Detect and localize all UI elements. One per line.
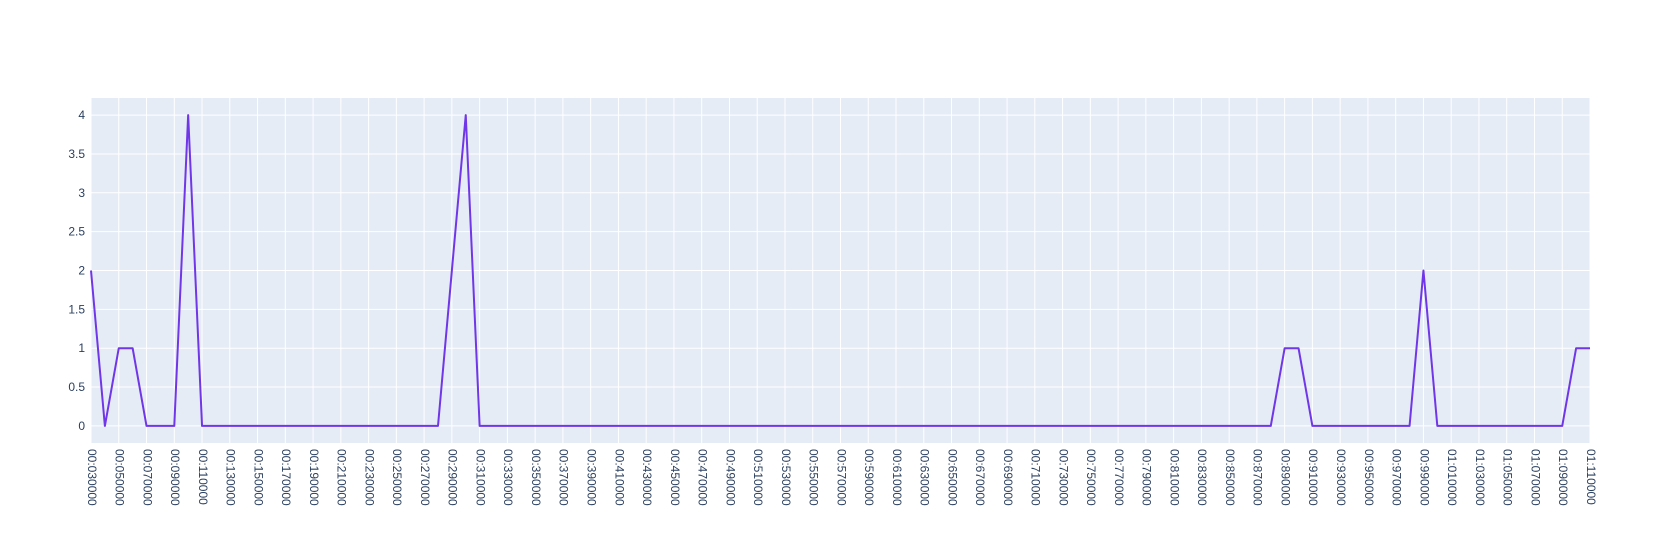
x-tick-label: 00:750000 [1084,449,1098,506]
x-tick-label: 00:630000 [918,449,932,506]
x-tick-label: 00:790000 [1140,449,1154,506]
series-line [90,114,1590,427]
x-tick-label: 01:090000 [1556,449,1570,506]
x-tick-label: 00:090000 [168,449,182,506]
x-tick-label: 00:890000 [1278,449,1292,506]
x-tick-label: 00:930000 [1334,449,1348,506]
y-tick-label: 4 [78,108,85,122]
y-tick-label: 0 [78,419,85,433]
x-tick-label: 00:650000 [945,449,959,506]
x-tick-label: 00:330000 [501,449,515,506]
y-axis-ticks: 0 0.5 1 1.5 2 2.5 3 3.5 4 [68,108,85,433]
x-tick-label: 00:530000 [779,449,793,506]
y-tick-label: 1 [78,341,85,355]
x-tick-label: 00:030000 [85,449,99,506]
x-tick-label: 01:050000 [1501,449,1515,506]
x-tick-label: 00:870000 [1251,449,1265,506]
y-tick-label: 0.5 [68,380,85,394]
x-tick-label: 00:350000 [529,449,543,506]
x-tick-label: 00:610000 [890,449,904,506]
x-tick-label: 00:690000 [1001,449,1015,506]
x-tick-label: 00:810000 [1167,449,1181,506]
x-tick-label: 00:250000 [390,449,404,506]
x-tick-label: 00:290000 [446,449,460,506]
x-tick-label: 00:470000 [696,449,710,506]
x-tick-label: 00:850000 [1223,449,1237,506]
x-tick-label: 00:370000 [557,449,571,506]
x-tick-label: 00:490000 [723,449,737,506]
x-tick-label: 00:390000 [584,449,598,506]
x-tick-label: 00:670000 [973,449,987,506]
x-tick-label: 00:710000 [1029,449,1043,506]
x-tick-label: 00:990000 [1417,449,1431,506]
series-layer [90,114,1590,427]
y-tick-label: 3 [78,186,85,200]
x-tick-label: 01:010000 [1445,449,1459,506]
x-tick-label: 00:170000 [279,449,293,506]
x-tick-label: 00:430000 [640,449,654,506]
x-tick-label: 01:110000 [1584,449,1598,505]
x-tick-label: 00:910000 [1306,449,1320,506]
x-tick-label: 00:410000 [612,449,626,506]
x-tick-label: 00:950000 [1362,449,1376,506]
x-tick-label: 01:030000 [1473,449,1487,506]
x-tick-label: 00:570000 [834,449,848,506]
x-tick-label: 00:230000 [362,449,376,506]
x-tick-label: 00:550000 [807,449,821,506]
x-tick-label: 01:070000 [1528,449,1542,506]
y-tick-label: 3.5 [68,147,85,161]
x-tick-label: 00:450000 [668,449,682,506]
x-tick-label: 00:050000 [113,449,127,506]
x-tick-label: 00:070000 [140,449,154,506]
x-tick-label: 00:590000 [862,449,876,506]
x-tick-label: 00:310000 [473,449,487,506]
x-tick-label: 00:150000 [251,449,265,506]
x-tick-label: 00:830000 [1195,449,1209,506]
x-axis-ticks: 00:030000 00:050000 00:070000 00:090000 00:1… [85,449,1598,506]
x-tick-label: 00:110000 [196,449,210,505]
x-tick-label: 00:510000 [751,449,765,506]
y-tick-label: 2.5 [68,225,85,239]
x-tick-label: 00:190000 [307,449,321,506]
x-tick-label: 00:210000 [335,449,349,506]
x-tick-label: 00:270000 [418,449,432,506]
x-tick-label: 00:770000 [1112,449,1126,506]
x-gridlines [90,98,1591,443]
x-tick-label: 00:730000 [1056,449,1070,506]
y-tick-label: 1.5 [68,302,85,316]
x-tick-label: 00:130000 [224,449,238,506]
y-tick-label: 2 [78,264,85,278]
x-tick-label: 00:970000 [1390,449,1404,506]
